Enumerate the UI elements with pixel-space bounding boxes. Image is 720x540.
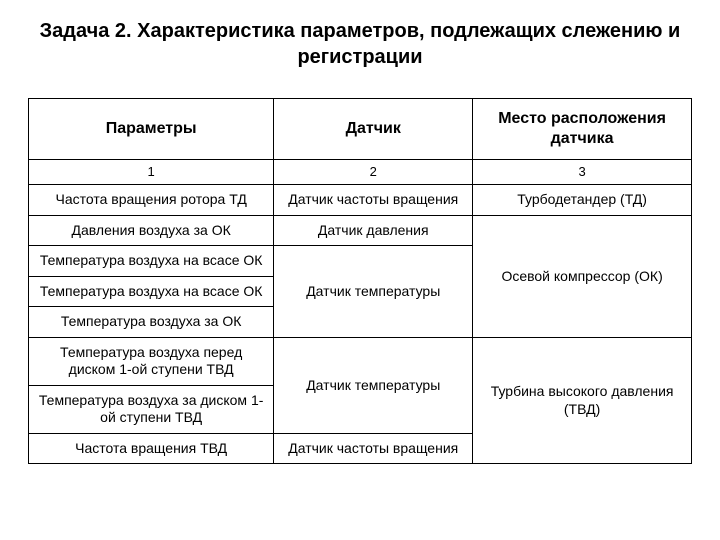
sensor-cell: Датчик частоты вращения	[274, 433, 473, 464]
param-cell: Температура воздуха на всасе ОК	[29, 276, 274, 307]
param-cell: Температура воздуха перед диском 1-ой ст…	[29, 337, 274, 385]
number-row: 1 2 3	[29, 160, 692, 185]
sensor-cell: Датчик давления	[274, 215, 473, 246]
sensor-cell: Датчик частоты вращения	[274, 185, 473, 216]
sensor-cell	[274, 307, 473, 338]
col-num-2: 2	[274, 160, 473, 185]
table-row: Давления воздуха за ОК Датчик давления О…	[29, 215, 692, 246]
sensor-cell	[274, 246, 473, 277]
sensor-cell: Датчик температуры	[274, 337, 473, 433]
col-num-1: 1	[29, 160, 274, 185]
location-cell: Турбодетандер (ТД)	[473, 185, 692, 216]
col-num-3: 3	[473, 160, 692, 185]
param-cell: Температура воздуха за диском 1-ой ступе…	[29, 385, 274, 433]
header-sensor: Датчик	[274, 99, 473, 160]
param-cell: Температура воздуха за ОК	[29, 307, 274, 338]
param-cell: Давления воздуха за ОК	[29, 215, 274, 246]
location-cell: Турбина высокого давления (ТВД)	[473, 337, 692, 464]
header-location: Место расположения датчика	[473, 99, 692, 160]
param-cell: Частота вращения ротора ТД	[29, 185, 274, 216]
table-row: Частота вращения ротора ТД Датчик частот…	[29, 185, 692, 216]
params-table: Параметры Датчик Место расположения датч…	[28, 98, 692, 464]
param-cell: Частота вращения ТВД	[29, 433, 274, 464]
page-title: Задача 2. Характеристика параметров, под…	[28, 18, 692, 70]
header-row: Параметры Датчик Место расположения датч…	[29, 99, 692, 160]
header-params: Параметры	[29, 99, 274, 160]
param-cell: Температура воздуха на всасе ОК	[29, 246, 274, 277]
location-cell: Осевой компрессор (ОК)	[473, 215, 692, 337]
table-row: Температура воздуха перед диском 1-ой ст…	[29, 337, 692, 385]
sensor-cell: Датчик температуры	[274, 276, 473, 307]
